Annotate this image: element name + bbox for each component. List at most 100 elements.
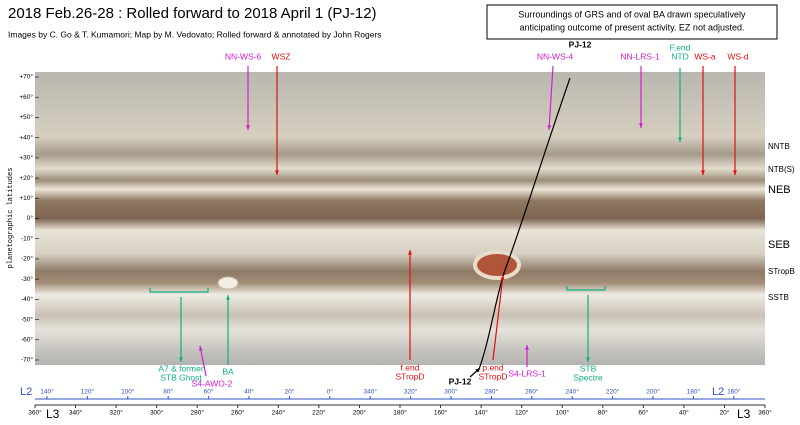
annotation: STB Ghost [160,372,202,382]
annotation: WS-a [694,51,716,61]
lat-tick-label: +70° [19,73,33,81]
l2-tick-label: 280° [485,388,499,396]
lat-tick-label: +50° [19,113,33,121]
l3-tick-label: 60° [638,409,648,417]
l2-tick-label: 200° [646,388,660,396]
arrow-head [408,250,412,255]
bracket [149,288,209,293]
oval-ba [217,276,239,290]
lat-tick-label: +20° [19,174,33,182]
annotation: Spectre [573,372,603,382]
arrow-head [639,123,643,128]
annotation: STropD [396,371,425,381]
annotation: S4-AWO-2 [192,378,233,388]
band-label: NNTB [768,142,790,151]
l2-tick-label: 40° [244,388,254,396]
annotation: BA [222,366,234,376]
lat-tick-label: -40° [21,295,33,303]
title: 2018 Feb.26-28 : Rolled forward to 2018 … [8,5,377,22]
note-box [486,4,778,40]
band-label: SSTB [768,293,789,302]
credits: Images by C. Go & T. Kumamori; Map by M.… [8,29,382,39]
l3-tick-label: 360° [758,409,772,417]
l2-tick-label: 80° [163,388,173,396]
annotation: A7 & former [158,363,204,373]
l2-tick-label: 160° [727,388,741,396]
annotation: NTD [671,51,688,61]
arrow-head [246,125,250,130]
annotation: S4-LRS-1 [508,368,546,378]
l2-tick-label: 300° [444,388,458,396]
l2-tick-label: 340° [363,388,377,396]
lat-tick-label: +60° [19,93,33,101]
l3-tick-label: 300° [150,409,164,417]
arrow [199,345,207,377]
pj12-track [477,77,571,373]
lat-tick-label: -60° [21,336,33,344]
l2-tick-label: 0° [327,388,334,396]
l3-tick-label: 180° [393,409,407,417]
annotation: NN-WS-4 [537,51,574,61]
great-red-spot [473,250,521,280]
arrow-head [475,368,480,373]
l2-tick-label: 180° [687,388,701,396]
arrow-head [678,137,682,142]
l2-tick-label: 100° [121,388,135,396]
lat-tick-label: 0° [27,214,34,222]
arrow-head [179,357,183,362]
l3-tick-label: 340° [69,409,83,417]
jupiter-map [35,72,765,365]
annotation: p.end [482,362,504,372]
annotation: PJ-12 [569,39,592,49]
l3-tick-label: 100° [555,409,569,417]
l3-tick-label: 140° [474,409,488,417]
l3-tick-label: 80° [598,409,608,417]
l2-tick-label: 240° [565,388,579,396]
band-label: STropB [768,267,795,276]
l3-tick-label: 20° [720,409,730,417]
arrow-head [733,170,737,175]
annotation: F.end [670,42,691,52]
arrow-head [586,357,590,362]
l2-name: L2 [712,386,724,398]
lat-tick-label: +40° [19,133,33,141]
note-line: Surroundings of GRS and of oval BA drawn… [518,9,746,19]
l3-tick-label: 240° [272,409,286,417]
l2-tick-label: 120° [81,388,95,396]
l2-tick-label: 320° [404,388,418,396]
arrow-head [226,295,230,300]
l3-tick-label: 360° [28,409,42,417]
arrow-head [701,170,705,175]
arrow-head [525,345,529,350]
lat-tick-label: -30° [21,275,33,283]
note-line: anticipating outcome of present activity… [520,22,745,32]
annotation: STropD [479,371,508,381]
lat-tick-label: +10° [19,194,33,202]
band-label: NEB [768,184,791,196]
l3-tick-label: 260° [231,409,245,417]
l2-tick-label: 60° [204,388,214,396]
l3-tick-label: 120° [515,409,529,417]
annotation: f.end [401,362,420,372]
arrow [492,274,504,361]
arrow-head [198,346,203,351]
arrow-head [547,125,552,130]
l3-tick-label: 160° [434,409,448,417]
annotation: WS-d [727,51,749,61]
arrow-head [275,170,279,175]
arrow [548,65,554,131]
bracket [566,286,606,291]
lat-tick-label: -20° [21,255,33,263]
l3-tick-label: 200° [353,409,367,417]
arrow-head [500,275,505,280]
lat-tick-label: -50° [21,315,33,323]
band-label: SEB [768,239,790,251]
l3-tick-label: 40° [679,409,689,417]
lat-tick-label: -70° [21,356,33,364]
annotation: NN-LRS-1 [620,51,659,61]
l3-tick-label: 220° [312,409,326,417]
l2-tick-label: 260° [525,388,539,396]
lat-tick-label: +30° [19,154,33,162]
l3-tick-label: 320° [109,409,123,417]
